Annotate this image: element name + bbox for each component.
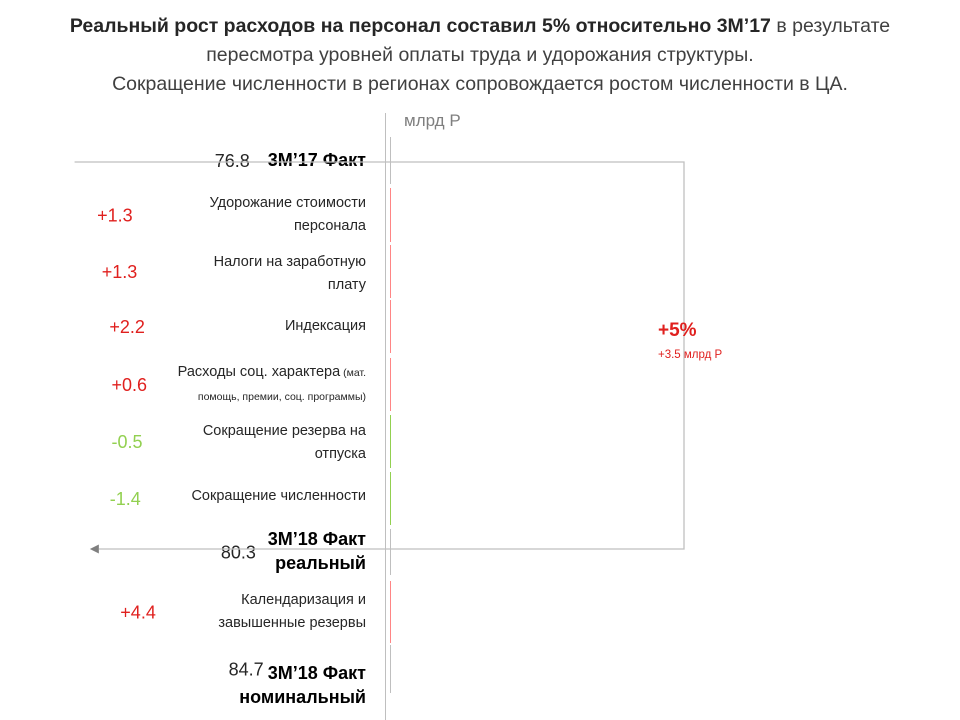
- increase-bar: [390, 245, 391, 298]
- decrease-bar: [390, 415, 391, 468]
- category-label-3m18-real: 3M’18 Факт реальный: [100, 527, 366, 575]
- value-label: -0.5: [112, 432, 143, 452]
- category-label-line: отпуска: [314, 446, 366, 462]
- value-label: 76.8: [215, 151, 250, 171]
- increase-bar: [390, 188, 391, 242]
- chart-title: Реальный рост расходов на персонал соста…: [20, 12, 940, 99]
- category-label-line: Календаризация и: [241, 592, 366, 608]
- category-label-line: реальный: [275, 553, 366, 573]
- category-label-line: плату: [327, 277, 366, 293]
- category-label-line: Сокращение резерва на: [202, 423, 366, 439]
- category-label-line: завышенные резервы: [218, 615, 366, 631]
- value-label: +4.4: [120, 603, 156, 623]
- category-label-line: Удорожание стоимости: [209, 195, 366, 211]
- growth-bracket-line: [74, 161, 685, 550]
- title-bold: Реальный рост расходов на персонал соста…: [69, 15, 771, 37]
- category-label-text: 3M’17 Факт: [267, 150, 366, 170]
- category-label-text: Индексация: [284, 318, 366, 334]
- category-label-line: номинальный: [239, 687, 366, 707]
- value-label: +1.3: [102, 262, 138, 282]
- category-label-3m18-nominal: 3M’18 Факт номинальный: [100, 661, 366, 709]
- unit-label: млрд Р: [404, 111, 461, 130]
- decrease-bar: [390, 472, 391, 525]
- value-axis-line: [385, 113, 386, 720]
- growth-absolute-label: +3.5 млрд Р: [658, 349, 723, 361]
- value-label: +2.2: [109, 317, 145, 337]
- title-line2: пересмотра уровней оплаты труда и удорож…: [206, 44, 754, 66]
- category-label-note: (мат.: [340, 367, 366, 379]
- category-label-headcount-reduction: Сокращение численности: [100, 485, 366, 508]
- value-label: +0.6: [112, 375, 148, 395]
- category-label-line: 3M’18 Факт: [267, 663, 366, 683]
- value-label: +1.3: [97, 206, 133, 226]
- category-label-personnel-cost: Удорожание стоимости персонала: [100, 192, 366, 238]
- category-label-payroll-taxes: Налоги на заработную плату: [100, 251, 366, 297]
- growth-arrow-head: [89, 544, 99, 554]
- title-line1-rest: в результате: [770, 15, 891, 37]
- category-label-vacation-reserve: Сокращение резерва на отпуска: [100, 420, 366, 466]
- category-label-3m17: 3M’17 Факт: [100, 148, 366, 172]
- category-label-line: Налоги на заработную: [213, 254, 366, 270]
- total-bar: [390, 137, 391, 184]
- category-label-text: Сокращение численности: [191, 488, 366, 504]
- increase-bar: [390, 581, 391, 643]
- category-label-line: 3M’18 Факт: [267, 529, 366, 549]
- total-bar: [390, 645, 391, 693]
- category-label-line: Расходы соц. характера: [177, 364, 341, 380]
- value-label: 84.7: [229, 660, 264, 680]
- category-label-line: персонала: [293, 218, 366, 234]
- category-label-indexation: Индексация: [100, 315, 366, 338]
- title-line3: Сокращение численности в регионах сопров…: [112, 73, 848, 95]
- category-label-calendarization: Календаризация и завышенные резервы: [100, 589, 366, 635]
- total-bar: [390, 529, 391, 575]
- category-label-note: помощь, премии, соц. программы): [197, 391, 366, 403]
- category-label-social-expenses: Расходы соц. характера (мат. помощь, пре…: [100, 361, 366, 409]
- increase-bar: [390, 358, 391, 411]
- increase-bar: [390, 300, 391, 353]
- value-label: 80.3: [221, 543, 256, 563]
- growth-percent-label: +5%: [658, 320, 697, 341]
- value-label: -1.4: [110, 489, 141, 509]
